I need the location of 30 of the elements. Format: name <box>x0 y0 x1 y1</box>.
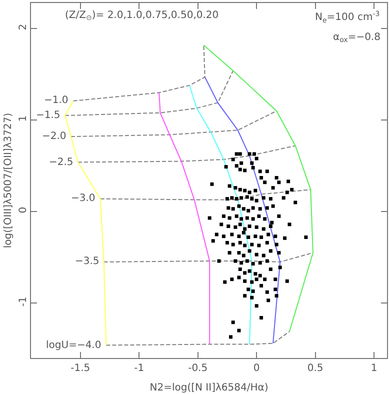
annotation: −1.0 <box>44 95 68 106</box>
line-series <box>158 92 210 345</box>
line-series <box>78 145 296 163</box>
y-tick-label: 0 <box>18 206 29 214</box>
x-axis-title: N2=log([N II]λ6584/Hα) <box>150 382 268 394</box>
annotation: −2.0 <box>42 131 66 142</box>
x-tick-label: -1.5 <box>70 363 90 374</box>
y-tick-label: 2 <box>18 24 29 30</box>
annotation: logU=−4.0 <box>46 340 102 351</box>
annotation: α$_{ox}$=−0.8 <box>333 32 380 44</box>
y-axis-title: log([OIII]λ5007/[OII]λ3727) <box>3 112 14 248</box>
x-tick-label: 0 <box>253 363 260 374</box>
annotation: −3.0 <box>71 193 96 204</box>
x-tick-label: -1 <box>134 363 144 374</box>
line-series <box>100 189 312 200</box>
line-series <box>72 44 206 102</box>
x-tick-label: 0.5 <box>307 363 324 374</box>
line-series <box>203 44 314 332</box>
annotation: −1.5 <box>36 110 60 121</box>
annotation: (Z/Z$_{⊙}$)= 2.0,1.0,0.75,0.50,0.20 <box>65 10 219 22</box>
annotation: N$_{e}$=100 cm$^{-3}$ <box>315 10 380 24</box>
line-series <box>70 110 278 138</box>
line-series <box>106 330 290 346</box>
line-series <box>204 76 281 344</box>
annotation: −3.5 <box>75 256 100 267</box>
y-tick-label: -1 <box>18 296 29 307</box>
annotation: −2.5 <box>49 157 74 168</box>
x-tick-label: 1 <box>370 363 378 374</box>
x-tick-label: -0.5 <box>188 363 208 374</box>
y-tick-label: 1 <box>18 115 29 122</box>
